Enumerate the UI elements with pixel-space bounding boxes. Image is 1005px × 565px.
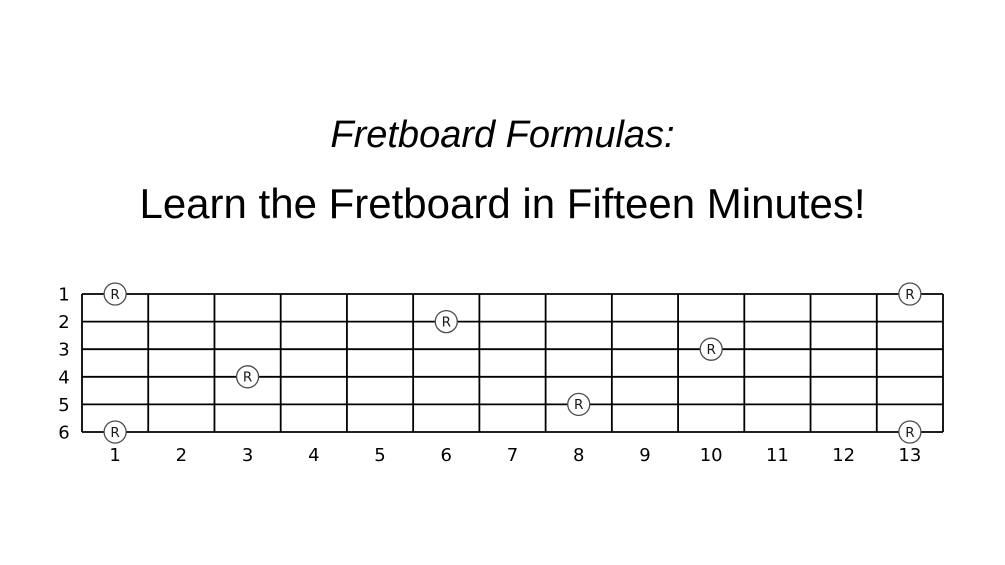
fret-label: 9 [639, 445, 650, 466]
page-title: Fretboard Formulas: [330, 114, 675, 156]
fret-label: 2 [176, 445, 187, 466]
fret-label: 1 [109, 445, 120, 466]
fret-label: 5 [374, 445, 385, 466]
root-marker-label: R [243, 370, 252, 386]
root-marker [434, 309, 458, 334]
root-marker-label: R [706, 342, 715, 358]
fret-label: 3 [242, 445, 253, 466]
fret-label: 11 [766, 445, 789, 466]
fret-label: 12 [832, 445, 855, 466]
string-label: 2 [58, 312, 69, 333]
root-marker-label: R [574, 397, 583, 413]
string-label: 1 [58, 285, 69, 306]
string-label: 5 [58, 395, 69, 416]
root-marker [103, 282, 127, 306]
root-marker [567, 392, 591, 417]
root-marker [235, 365, 260, 389]
root-marker [103, 420, 127, 444]
string-label: 6 [58, 423, 69, 444]
root-marker [699, 337, 723, 361]
root-marker-label: R [110, 287, 119, 303]
root-marker-label: R [442, 314, 451, 330]
page-subtitle: Learn the Fretboard in Fifteen Minutes! [139, 180, 866, 227]
root-marker-label: R [905, 287, 914, 303]
root-marker [898, 420, 922, 444]
fret-label: 7 [507, 445, 518, 466]
root-marker [898, 282, 922, 306]
fret-label: 10 [700, 445, 723, 466]
fret-label: 8 [573, 445, 584, 466]
string-label: 3 [58, 340, 69, 361]
fret-label: 13 [898, 445, 921, 466]
fret-label: 4 [308, 445, 319, 466]
fret-label: 6 [441, 445, 452, 466]
root-marker-label: R [905, 425, 914, 441]
root-marker-label: R [110, 425, 119, 441]
string-label: 4 [58, 367, 69, 388]
